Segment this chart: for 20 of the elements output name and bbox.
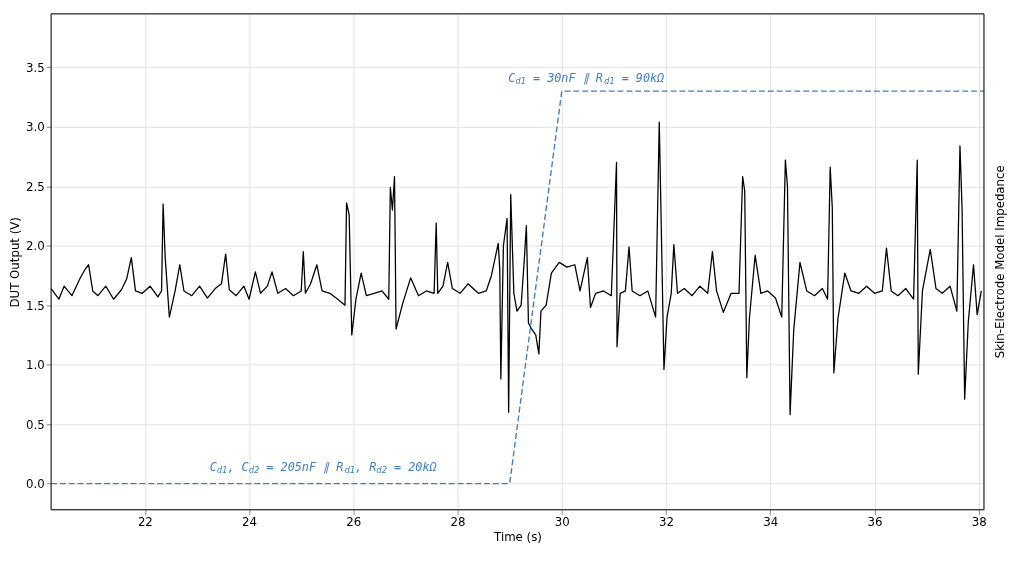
- x-tick-label: 22: [137, 514, 153, 529]
- y-tick-label: 1.5: [25, 298, 45, 313]
- y-tick-label: 2.5: [25, 179, 45, 194]
- x-tick-label: 32: [659, 514, 675, 529]
- x-tick-label: 38: [971, 514, 987, 529]
- y-tick-label: 0.0: [25, 476, 45, 491]
- x-tick-label: 24: [242, 514, 258, 529]
- x-tick-label: 30: [554, 514, 570, 529]
- y-tick-label: 1.0: [25, 358, 45, 373]
- y-tick-label: 3.0: [25, 120, 45, 135]
- y-tick-label: 2.0: [25, 239, 45, 254]
- x-axis-title: Time (s): [493, 529, 542, 544]
- x-tick-label: 28: [450, 514, 466, 529]
- y-tick-label: 3.5: [25, 60, 45, 75]
- y2-axis-title: Skin-Electrode Model Impedance: [992, 165, 1007, 359]
- x-tick-label: 26: [346, 514, 362, 529]
- y-axis-title: DUT Output (V): [8, 217, 23, 308]
- x-tick-label: 36: [867, 514, 883, 529]
- y-tick-label: 0.5: [25, 417, 45, 432]
- x-tick-label: 34: [763, 514, 779, 529]
